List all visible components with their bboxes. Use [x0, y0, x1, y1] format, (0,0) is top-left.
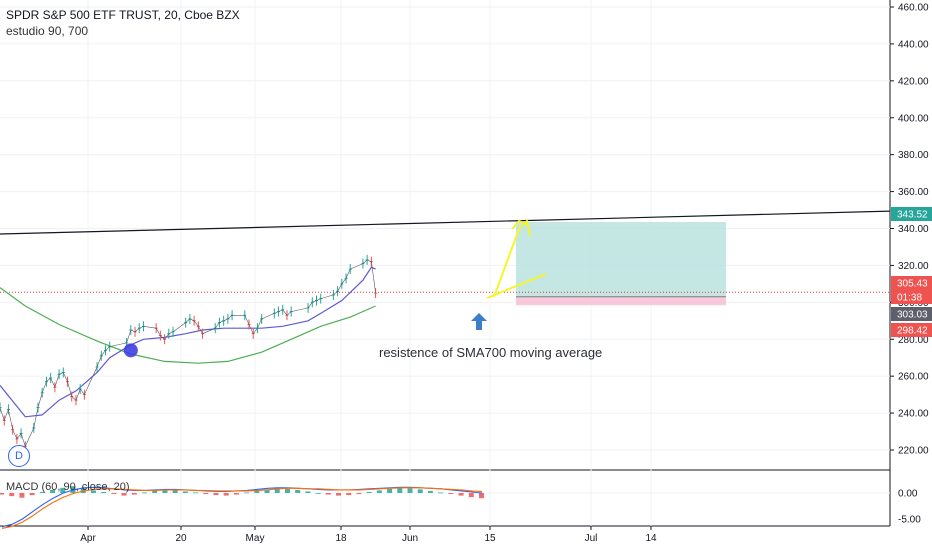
- price-badge: [891, 207, 932, 221]
- time-tick-label: May: [246, 533, 265, 544]
- macd-tick-label: 0.00: [898, 489, 918, 500]
- macd-histogram-bar: [233, 493, 239, 495]
- price-tick-label: 280.00: [898, 335, 929, 346]
- macd-histogram-bar: [90, 490, 96, 493]
- dividend-badge[interactable]: D: [8, 445, 30, 467]
- price-tick-label: 440.00: [898, 39, 929, 50]
- price-badge-label: 343.52: [897, 210, 928, 221]
- price-tick-label: 220.00: [898, 446, 929, 457]
- macd-legend[interactable]: MACD (60, 90, close, 20): [6, 481, 130, 493]
- price-tick-label: 420.00: [898, 76, 929, 87]
- time-tick-label: Jun: [402, 533, 418, 544]
- macd-signal-line: [1, 487, 483, 529]
- macd-histogram-bar: [29, 493, 35, 496]
- macd-histogram-bar: [131, 493, 137, 495]
- stop-zone: [516, 296, 726, 306]
- macd-histogram-bar: [346, 493, 352, 496]
- price-badge: [891, 307, 932, 321]
- macd-histogram-bar: [254, 490, 260, 493]
- macd-histogram-bar: [397, 487, 403, 493]
- macd-histogram-bar: [141, 492, 147, 494]
- macd-histogram-bar: [19, 493, 25, 498]
- macd-histogram-bar: [468, 493, 474, 498]
- sma700-line: [0, 287, 376, 364]
- macd-histogram-bar: [336, 493, 342, 496]
- price-tick-label: 320.00: [898, 261, 929, 272]
- symbol-title[interactable]: SPDR S&P 500 ETF TRUST, 20, Cboe BZX: [6, 8, 240, 22]
- price-tick-label: 460.00: [898, 3, 929, 14]
- macd-histogram-bar: [407, 488, 413, 493]
- macd-histogram-bar: [101, 491, 107, 493]
- macd-histogram-bar: [479, 493, 484, 499]
- macd-histogram-bar: [0, 493, 4, 495]
- macd-histogram-bar: [305, 491, 311, 493]
- macd-histogram-bar: [387, 488, 393, 493]
- price-tick-label: 360.00: [898, 187, 929, 198]
- macd-histogram-bar: [162, 489, 168, 493]
- time-tick-label: 14: [645, 533, 657, 544]
- macd-histogram-bar: [295, 489, 301, 493]
- macd-histogram-bar: [172, 490, 178, 493]
- price-badge: [891, 290, 932, 304]
- resistance-trendline: [0, 210, 891, 235]
- macd-histogram-bar: [203, 493, 209, 495]
- macd-histogram-bar: [182, 491, 188, 493]
- macd-histogram-bar: [223, 493, 229, 496]
- macd-histogram-bar: [121, 493, 127, 496]
- sketch-arrowhead: [511, 219, 528, 230]
- macd-histogram-bar: [39, 491, 45, 493]
- macd-histogram-bar: [274, 488, 280, 493]
- macd-histogram-bar: [438, 492, 444, 494]
- macd-histogram-bar: [264, 489, 270, 493]
- macd-histogram-bar: [366, 491, 372, 493]
- sketch-line-up: [493, 218, 531, 298]
- macd-histogram-bar: [427, 490, 433, 493]
- macd-histogram-bar: [315, 493, 321, 494]
- price-badge-label: 303.03: [897, 310, 928, 321]
- time-tick-label: 18: [335, 533, 347, 544]
- macd-histogram-bar: [356, 493, 362, 495]
- time-tick-label: Apr: [80, 533, 96, 544]
- macd-histogram-bar: [284, 488, 290, 493]
- macd-histogram-bar: [152, 490, 158, 493]
- macd-histogram-bar: [244, 492, 250, 494]
- price-tick-label: 340.00: [898, 224, 929, 235]
- time-tick-label: 20: [175, 533, 187, 544]
- price-tick-label: 380.00: [898, 150, 929, 161]
- price-badge: [891, 323, 932, 337]
- target-zone: [516, 222, 726, 297]
- time-tick-label: 15: [484, 533, 496, 544]
- price-tick-label: 260.00: [898, 372, 929, 383]
- macd-histogram-bar: [448, 493, 454, 495]
- macd-histogram-bar: [325, 493, 331, 495]
- macd-histogram-bar: [376, 490, 382, 493]
- macd-histogram-bar: [60, 487, 66, 493]
- time-tick-label: Jul: [585, 533, 598, 544]
- sketch-line-low: [486, 273, 547, 299]
- macd-tick-label: -5.00: [898, 515, 921, 526]
- price-badge: [891, 276, 932, 290]
- price-badge-label: 305.43: [897, 279, 928, 290]
- macd-histogram-bar: [193, 492, 199, 494]
- chart-annotation: resistence of SMA700 moving average: [379, 345, 603, 360]
- macd-histogram-bar: [50, 489, 56, 493]
- macd-histogram-bar: [417, 489, 423, 493]
- macd-histogram-bar: [9, 493, 15, 497]
- crossover-marker: [123, 343, 138, 358]
- price-badge-label: 01:38: [897, 293, 922, 304]
- macd-histogram-bar: [111, 493, 117, 495]
- price-badge-label: 298.42: [897, 326, 928, 337]
- price-tick-label: 240.00: [898, 409, 929, 420]
- up-arrow-icon: [471, 313, 487, 330]
- sma90-line: [0, 266, 376, 418]
- macd-histogram-bar: [213, 493, 219, 496]
- macd-histogram-bar: [458, 493, 464, 496]
- price-line: [0, 259, 376, 448]
- study-legend[interactable]: estudio 90, 700: [6, 24, 89, 38]
- price-tick-label: 400.00: [898, 113, 929, 124]
